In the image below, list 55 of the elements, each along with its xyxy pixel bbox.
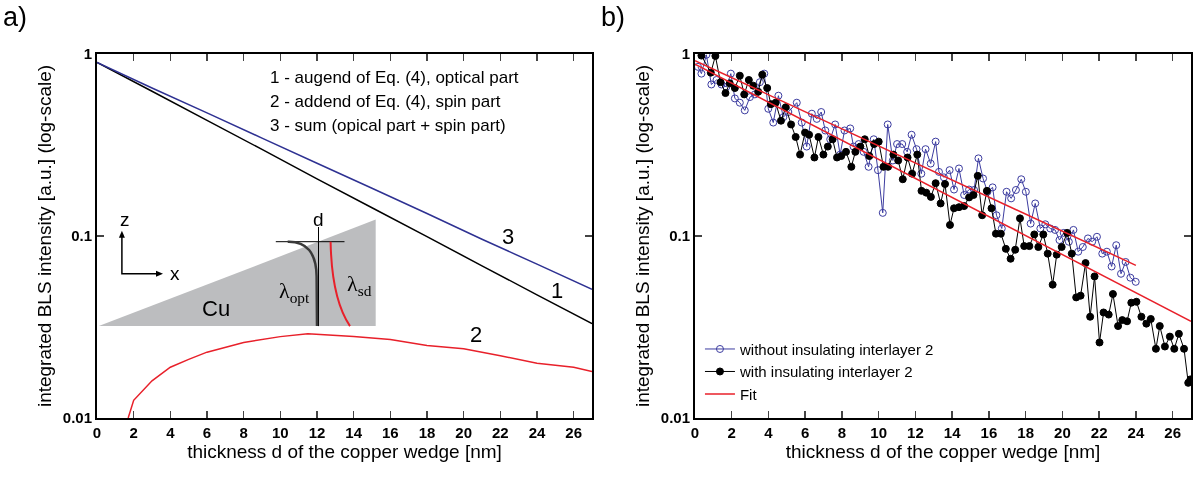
y-tick-label: 0.01 <box>660 409 690 427</box>
x-tick-label: 2 <box>727 424 736 441</box>
x-tick-label: 8 <box>239 424 248 441</box>
x-tick-label: 14 <box>345 424 363 441</box>
y-tick-label: 0.1 <box>71 227 92 245</box>
y-tick-label: 1 <box>681 45 690 63</box>
annotation: d <box>313 209 324 230</box>
x-tick-label: 2 <box>129 424 138 441</box>
x-tick-label: 26 <box>1164 424 1181 441</box>
legend-label: Fit <box>739 385 758 403</box>
legend-label: with insulating interlayer 2 <box>738 363 913 381</box>
y-axis-title: integrated BLS intensity [a.u.] (log-scale) <box>632 64 654 408</box>
annotation: 2 <box>470 322 483 347</box>
chart-title: a) <box>2 2 28 33</box>
y-axis-title: integrated BLS intensity [a.u.] (log-scale) <box>34 64 56 408</box>
annotation: λ$_{opt}$ <box>279 278 311 306</box>
x-tick-label: 16 <box>381 424 399 441</box>
annotation: x <box>170 263 180 284</box>
annotation: 2 - addend of Eq. (4), spin part <box>270 92 501 111</box>
x-tick-label: 8 <box>837 424 847 441</box>
x-tick-label: 26 <box>565 424 583 441</box>
annotation: 3 - sum (opical part + spin part) <box>270 116 506 135</box>
y-tick-label: 1 <box>83 45 92 63</box>
x-tick-label: 10 <box>870 424 888 441</box>
x-tick-label: 24 <box>528 424 546 441</box>
x-tick-label: 18 <box>418 424 436 441</box>
x-tick-label: 16 <box>980 424 998 441</box>
x-tick-label: 22 <box>1090 424 1108 441</box>
x-tick-label: 12 <box>907 424 924 441</box>
x-tick-label: 6 <box>202 424 212 441</box>
x-tick-label: 6 <box>801 424 810 441</box>
annotation: 1 <box>551 278 564 303</box>
annotation: Cu <box>202 296 231 321</box>
annotation: 1 - augend of Eq. (4), optical part <box>270 68 519 87</box>
x-tick-label: 22 <box>491 424 509 441</box>
legend-label: without insulating interlayer 2 <box>738 340 934 358</box>
x-tick-label: 24 <box>1127 424 1145 441</box>
x-tick-label: 12 <box>308 424 326 441</box>
x-tick-label: 14 <box>943 424 962 441</box>
x-axis-title: thickness d of the copper wedge [nm] <box>785 441 1101 462</box>
chart-title: b) <box>600 2 626 33</box>
x-tick-label: 4 <box>764 424 774 441</box>
x-tick-label: 10 <box>271 424 289 441</box>
x-tick-label: 0 <box>690 424 700 441</box>
x-tick-label: 20 <box>455 424 473 441</box>
annotation: λ$_{sd}$ <box>347 271 372 299</box>
annotation: z <box>120 209 130 230</box>
annotation: 3 <box>502 224 515 249</box>
y-tick-label: 0.01 <box>62 409 92 427</box>
x-tick-label: 18 <box>1017 424 1035 441</box>
x-tick-label: 0 <box>92 424 102 441</box>
x-axis-title: thickness d of the copper wedge [nm] <box>187 441 502 462</box>
x-tick-label: 4 <box>166 424 176 441</box>
x-tick-label: 20 <box>1054 424 1071 441</box>
y-tick-label: 0.1 <box>669 227 690 245</box>
